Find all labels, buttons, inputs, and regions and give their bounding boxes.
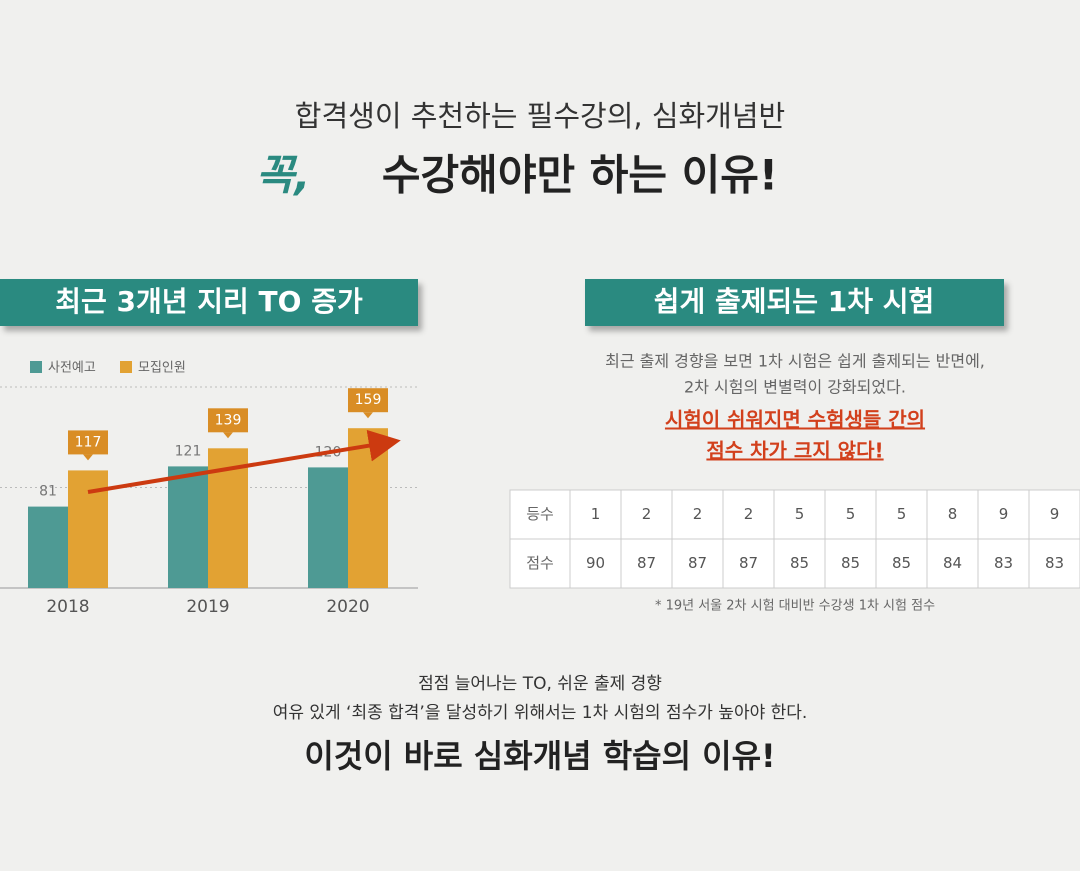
table-text: 84 [943,554,962,572]
table-cell [722,538,775,589]
data-label: 117 [75,434,102,450]
table-cell [773,489,826,540]
legend-label: 사전예고 [48,361,96,376]
table-cell [569,489,622,540]
data-tag-pointer [83,454,93,461]
bar [28,506,68,588]
title-emphasis: 꼭, [256,151,311,200]
subtitle: 합격생이 추천하는 필수강의, 심화개념반 [295,99,785,133]
table-cell [1028,489,1080,540]
banner [0,279,418,326]
bar [308,467,348,588]
table-text: 1 [591,505,601,523]
bar [348,428,388,588]
table-text: 5 [846,505,856,523]
x-tick-label: 2018 [46,597,89,617]
x-tick-label: 2020 [326,597,369,617]
banner-text: 최근 3개년 지리 TO 증가 [55,285,363,318]
table-cell [977,489,1030,540]
table-text: 2 [744,505,754,523]
table-text: 87 [637,554,656,572]
paragraph: 최근 출제 경향을 보면 1차 시험은 쉽게 출제되는 반면에, [605,352,985,371]
table-text: 8 [948,505,958,523]
table-cell [509,538,571,589]
footer-line: 점점 늘어나는 TO, 쉬운 출제 경향 [418,674,662,694]
highlight: 점수 차가 크지 않다! [706,439,883,463]
table-text: 9 [999,505,1009,523]
table-cell [620,538,673,589]
table-text: 등수 [526,505,554,523]
table-text: 83 [994,554,1013,572]
bar [168,466,208,588]
legend-label: 모집인원 [138,361,186,376]
banner [585,279,1004,326]
data-tag [348,388,388,413]
data-label: 159 [355,392,382,408]
table-cell [569,538,622,589]
table-text: 87 [688,554,707,572]
data-tag [208,408,248,433]
highlight: 시험이 쉬워지면 수험생들 간의 [665,408,925,432]
table-text: 2 [693,505,703,523]
data-label: 121 [175,443,202,459]
table-cell [671,538,724,589]
data-tag-pointer [223,432,233,439]
table-text: 90 [586,554,605,572]
table-cell [620,489,673,540]
table-text: 9 [1050,505,1060,523]
table-text: 2 [642,505,652,523]
x-tick-label: 2019 [186,597,229,617]
table-cell [1028,538,1080,589]
table-cell [509,489,571,540]
legend-swatch [120,361,132,373]
table-text: 5 [897,505,907,523]
table-cell [824,538,877,589]
paragraph: 2차 시험의 변별력이 강화되었다. [684,378,906,397]
table-text: 85 [892,554,911,572]
legend-swatch [30,361,42,373]
table-text: 83 [1045,554,1064,572]
data-tag-pointer [363,412,373,419]
data-tag [68,430,108,455]
banner-text: 쉽게 출제되는 1차 시험 [654,285,935,318]
table-text: 85 [841,554,860,572]
conclusion: 이것이 바로 심화개념 학습의 이유! [304,737,775,775]
table-text: 점수 [526,554,554,572]
data-label: 81 [39,484,57,500]
table-text: 85 [790,554,809,572]
trend-arrow [87,429,401,494]
table-cell [977,538,1030,589]
table-text: 87 [739,554,758,572]
footnote: * 19년 서울 2차 시험 대비반 수강생 1차 시험 점수 [655,599,935,614]
table-text: 5 [795,505,805,523]
table-cell [671,489,724,540]
table-cell [875,489,928,540]
data-label: 139 [215,412,242,428]
footer-line: 여유 있게 ‘최종 합격’을 달성하기 위해서는 1차 시험의 점수가 높아야 … [273,703,808,723]
table-cell [926,538,979,589]
title: 수강해야만 하는 이유! [382,151,778,200]
